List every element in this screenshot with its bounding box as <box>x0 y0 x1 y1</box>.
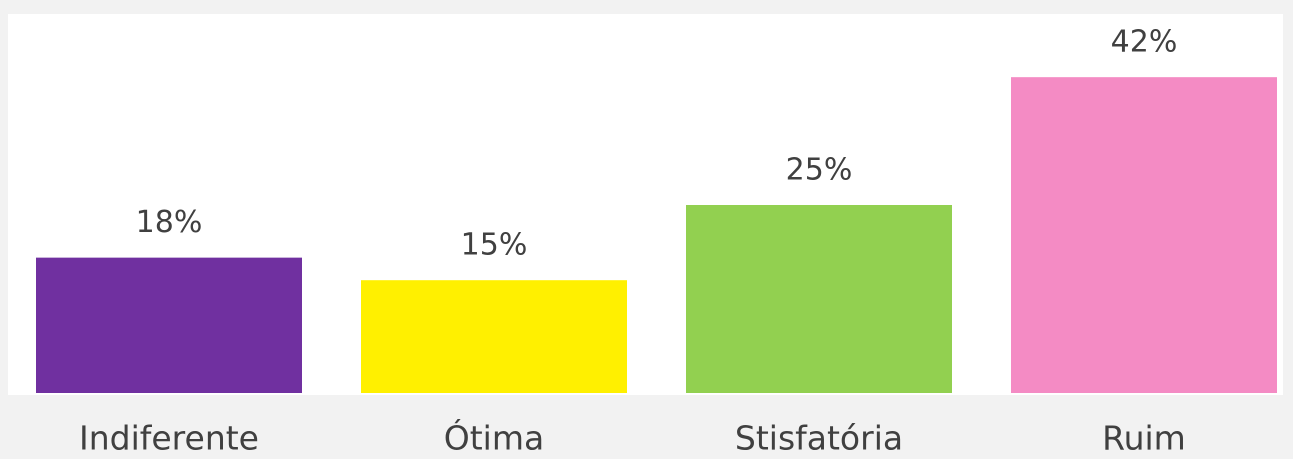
value-label: 42% <box>1111 25 1178 60</box>
bar <box>361 280 627 393</box>
value-label: 25% <box>786 153 853 188</box>
bar <box>1011 77 1277 393</box>
x-tick-label: Ótima <box>444 418 544 458</box>
x-tick-label: Indiferente <box>79 419 259 458</box>
value-label: 18% <box>136 205 203 240</box>
bar <box>686 205 952 393</box>
x-tick-label: Stisfatória <box>735 419 903 458</box>
bar <box>36 257 302 393</box>
x-tick-label: Ruim <box>1102 419 1186 458</box>
value-label: 15% <box>461 228 528 263</box>
